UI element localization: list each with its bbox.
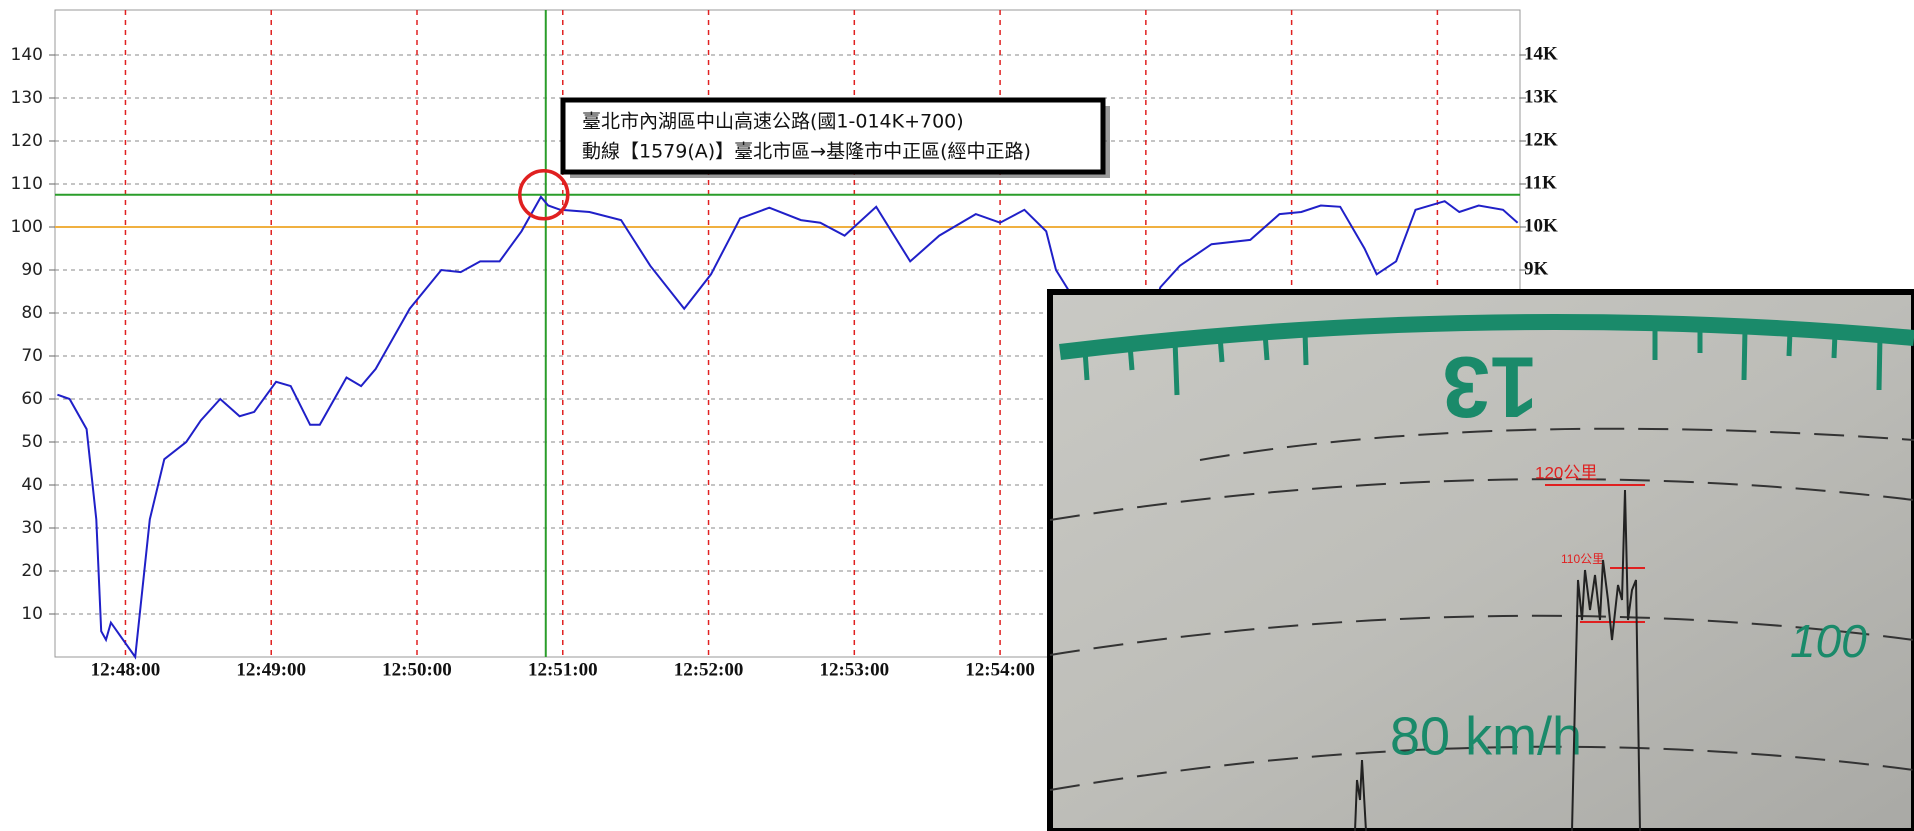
tooltip-box <box>560 97 1106 175</box>
y-tick-label: 100 <box>11 217 43 237</box>
y-tick-label: 140 <box>11 45 43 65</box>
y2-tick-label: 10K <box>1524 215 1558 236</box>
highlight-circle <box>518 169 570 221</box>
y2-tick-label: 14K <box>1524 43 1558 64</box>
tooltip-line: 動線【1579(A)】臺北市區→基隆市中正區(經中正路) <box>582 141 1031 163</box>
y2-tick-label: 13K <box>1524 86 1558 107</box>
inset-label: 80 km/h <box>1390 706 1582 766</box>
y-tick-label: 80 <box>21 303 43 323</box>
y-tick-label: 20 <box>21 561 43 581</box>
y-tick-label: 50 <box>21 432 43 452</box>
y2-tick-label: 9K <box>1524 258 1549 279</box>
y-tick-label: 120 <box>11 131 43 151</box>
trace <box>1571 489 1641 831</box>
x-tick-label: 12:48:00 <box>91 659 161 680</box>
series-line <box>57 195 1519 660</box>
x-tick-label: 12:54:00 <box>965 659 1035 680</box>
dial-circles <box>1049 427 1914 791</box>
inset-label: 100 <box>1790 615 1867 667</box>
y-tick-label: 60 <box>21 389 43 409</box>
dial-number: 13 <box>1442 338 1538 434</box>
y-tick-label: 110 <box>11 174 43 194</box>
y-tick-label: 130 <box>11 88 43 108</box>
x-tick-label: 12:52:00 <box>674 659 744 680</box>
dial-ticks <box>1082 326 1883 396</box>
inset-frame <box>1047 289 1914 831</box>
y-tick-label: 90 <box>21 260 43 280</box>
x-tick-label: 12:50:00 <box>382 659 452 680</box>
x-tick-label: 12:53:00 <box>819 659 889 680</box>
x-tick-label: 12:51:00 <box>528 659 598 680</box>
trace <box>1354 759 1367 831</box>
y2-tick-label: 12K <box>1524 129 1558 150</box>
y-tick-label: 40 <box>21 475 43 495</box>
inset-label: 120公里 <box>1535 463 1597 482</box>
tooltip-line: 臺北市內湖區中山高速公路(國1-014K+700) <box>582 111 964 133</box>
inset-label: 110公里 <box>1561 552 1604 566</box>
dial-arc <box>1059 313 1914 360</box>
inset-photo: 13 120公里 110公里 100 80 km/h <box>1047 289 1914 831</box>
y-tick-label: 30 <box>21 518 43 538</box>
y-tick-label: 10 <box>21 604 43 624</box>
y2-tick-label: 11K <box>1524 172 1557 193</box>
x-tick-label: 12:49:00 <box>236 659 306 680</box>
y-tick-label: 70 <box>21 346 43 366</box>
tooltip: 臺北市內湖區中山高速公路(國1-014K+700) 動線【1579(A)】臺北市… <box>560 97 1110 178</box>
